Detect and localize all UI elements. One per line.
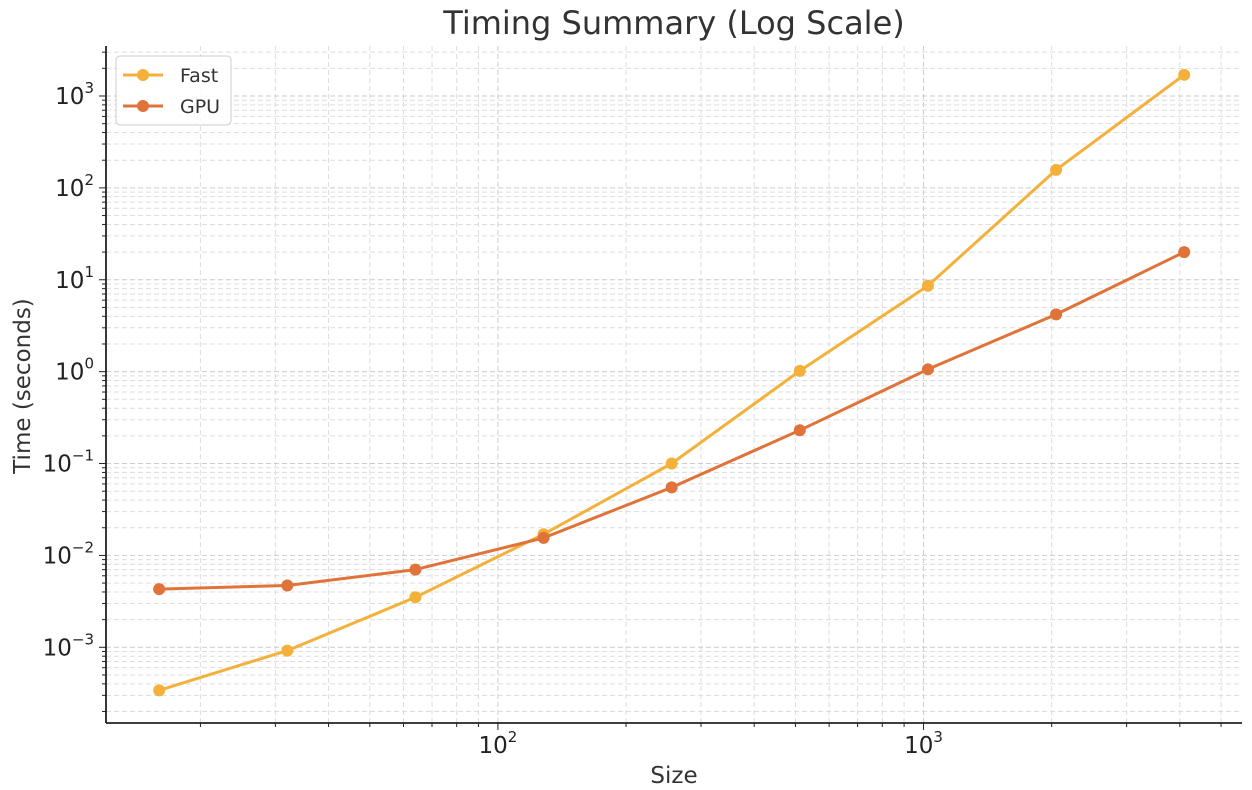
y-tick-label: 10−1 xyxy=(43,447,94,478)
data-point-gpu xyxy=(793,424,806,437)
data-point-gpu xyxy=(665,481,678,494)
data-point-gpu xyxy=(537,531,550,544)
series-line-fast xyxy=(158,73,1186,692)
legend-label-fast: Fast xyxy=(180,65,218,87)
data-point-gpu xyxy=(153,583,166,596)
series-layer xyxy=(153,68,1191,697)
data-point-gpu xyxy=(921,363,934,376)
data-point-fast xyxy=(1178,68,1191,81)
legend-marker-gpu xyxy=(137,100,149,112)
y-tick-label: 10−2 xyxy=(43,538,94,569)
axes xyxy=(105,46,1242,724)
legend: Fast GPU xyxy=(115,55,232,126)
legend-marker-fast xyxy=(137,69,149,81)
data-point-fast xyxy=(1050,163,1063,176)
legend-label-gpu: GPU xyxy=(180,96,220,118)
chart-title: Timing Summary (Log Scale) xyxy=(442,4,904,42)
data-point-fast xyxy=(665,457,678,470)
y-axis-label: Time (seconds) xyxy=(10,298,36,475)
data-point-fast xyxy=(793,364,806,377)
data-point-fast xyxy=(921,279,934,292)
x-tick-label: 103 xyxy=(904,728,943,759)
data-point-fast xyxy=(153,684,166,697)
data-point-gpu xyxy=(1178,246,1191,259)
x-axis-label: Size xyxy=(650,763,697,789)
grid xyxy=(106,46,1242,723)
y-tick-label: 10−3 xyxy=(43,630,94,661)
series-line-gpu xyxy=(159,250,1185,591)
y-tick-label: 100 xyxy=(55,355,94,386)
data-point-fast xyxy=(409,591,422,604)
y-tick-label: 102 xyxy=(55,171,94,202)
data-point-fast xyxy=(281,644,294,657)
x-tick-label: 102 xyxy=(479,728,518,759)
data-point-gpu xyxy=(409,563,422,576)
y-tick-label: 101 xyxy=(55,263,94,294)
ticks: 102 103 10−3 10−2 10−1 100 101 102 103 xyxy=(43,51,1222,759)
data-point-gpu xyxy=(281,579,294,592)
y-tick-label: 103 xyxy=(55,79,94,110)
data-point-gpu xyxy=(1050,308,1063,321)
